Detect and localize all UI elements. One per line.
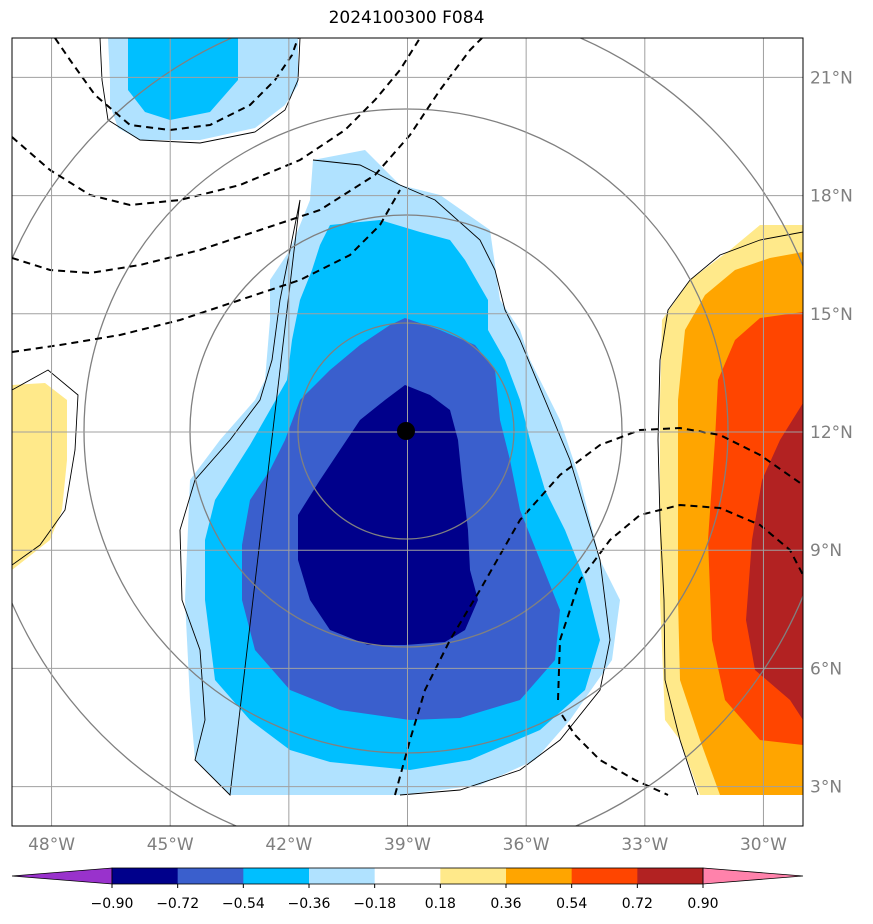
dashed-contour-2 bbox=[12, 38, 421, 207]
storm-center-marker bbox=[397, 422, 415, 440]
colorbar-segment bbox=[309, 868, 376, 884]
colorbar-tick-label: −0.90 bbox=[91, 896, 134, 912]
lat-tick-label: 21°N bbox=[810, 68, 853, 88]
colorbar-tick-label: −0.36 bbox=[288, 896, 331, 912]
lat-tick-label: 6°N bbox=[810, 659, 842, 679]
colorbar-segment bbox=[177, 868, 244, 884]
lon-tick-label: 42°W bbox=[265, 835, 312, 855]
contour-outline-center bbox=[179, 159, 611, 796]
longitude-labels: 48°W 45°W 42°W 39°W 36°W 33°W 30°W bbox=[28, 835, 787, 855]
lat-tick-label: 15°N bbox=[810, 305, 853, 325]
lon-tick-label: 45°W bbox=[147, 835, 194, 855]
latitude-labels: 3°N 6°N 9°N 12°N 15°N 18°N 21°N bbox=[810, 68, 853, 797]
colorbar-segment bbox=[243, 868, 310, 884]
ring-1 bbox=[297, 322, 515, 540]
colorbar-segment bbox=[112, 868, 179, 884]
contour-outline-right bbox=[657, 231, 803, 796]
colorbar bbox=[11, 867, 804, 885]
colorbar-tick-label: 0.90 bbox=[687, 896, 718, 912]
colorbar-tick-label: 0.54 bbox=[556, 896, 587, 912]
lon-tick-label: 39°W bbox=[384, 835, 431, 855]
contour-fill-neg-0.72 bbox=[298, 385, 478, 645]
contour-outline-top bbox=[99, 38, 301, 144]
colorbar-segment bbox=[374, 868, 441, 884]
lat-tick-label: 9°N bbox=[810, 541, 842, 561]
colorbar-extend-high bbox=[702, 867, 804, 885]
colorbar-segment bbox=[571, 868, 638, 884]
colorbar-tick-label: −0.18 bbox=[353, 896, 396, 912]
colorbar-segment bbox=[506, 868, 573, 884]
dashed-contour-6 bbox=[557, 503, 803, 701]
colorbar-tick-label: 0.18 bbox=[425, 896, 456, 912]
lon-tick-label: 48°W bbox=[28, 835, 75, 855]
colorbar-tick-label: 0.36 bbox=[490, 896, 521, 912]
dashed-contour-5 bbox=[394, 426, 803, 796]
lon-tick-label: 30°W bbox=[740, 835, 787, 855]
ring-2 bbox=[189, 214, 623, 648]
ring-3 bbox=[83, 108, 729, 754]
distance-rings bbox=[12, 38, 803, 826]
contour-fill-neg-0.36-top bbox=[128, 38, 238, 120]
contour-outlines bbox=[12, 38, 803, 796]
colorbar-extend-low bbox=[11, 867, 113, 885]
lat-tick-label: 18°N bbox=[810, 187, 853, 207]
contour-fill-pos-0.72 bbox=[746, 403, 803, 720]
lat-tick-label: 12°N bbox=[810, 423, 853, 443]
contour-fill-pos-0.18-left bbox=[12, 383, 67, 570]
filled-contours bbox=[12, 38, 803, 795]
lon-tick-label: 36°W bbox=[503, 835, 550, 855]
lon-tick-label: 33°W bbox=[621, 835, 668, 855]
colorbar-segment bbox=[637, 868, 704, 884]
colorbar-segment bbox=[440, 868, 507, 884]
contour-outline-left bbox=[12, 369, 79, 566]
dashed-contour-4 bbox=[12, 189, 401, 353]
map-plot-area bbox=[12, 38, 803, 826]
colorbar-tick-label: −0.54 bbox=[222, 896, 265, 912]
lat-tick-label: 3°N bbox=[810, 778, 842, 798]
dashed-contour-3 bbox=[12, 38, 483, 275]
colorbar-labels: −0.90 −0.72 −0.54 −0.36 −0.18 0.18 0.36 0.54 0.7… bbox=[91, 884, 719, 912]
map-title: 2024100300 F084 bbox=[328, 8, 485, 28]
colorbar-tick-label: 0.72 bbox=[622, 896, 653, 912]
colorbar-outline bbox=[111, 867, 704, 885]
dashed-contour-7 bbox=[561, 714, 669, 796]
graticule bbox=[12, 38, 803, 826]
colorbar-tick-label: −0.72 bbox=[156, 896, 199, 912]
map-frame bbox=[11, 37, 804, 827]
